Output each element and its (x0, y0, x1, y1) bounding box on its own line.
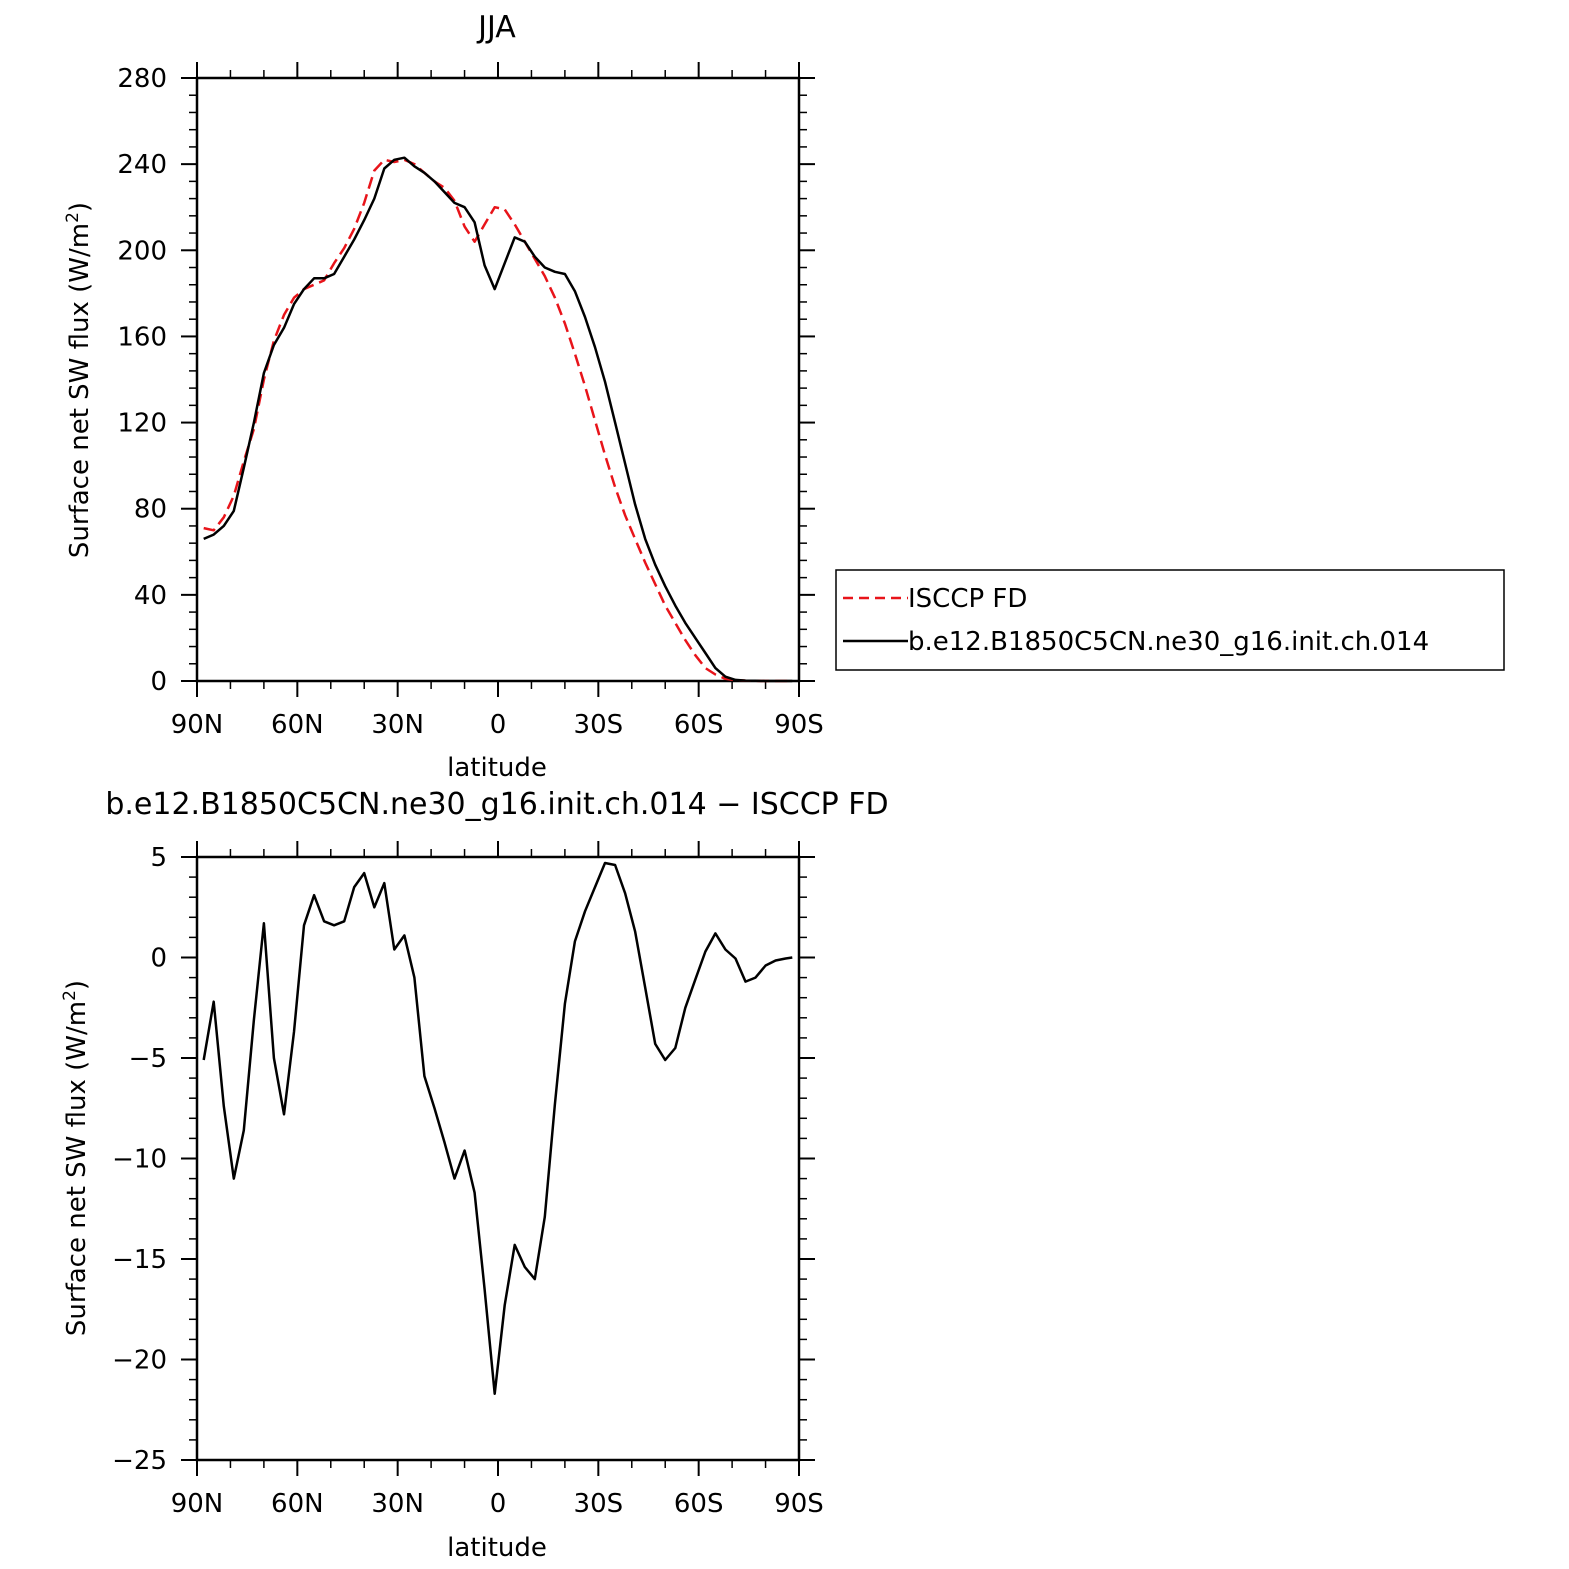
top-x-tick-label: 30S (574, 710, 624, 740)
top-y-axis-title: Surface net SW flux (W/m2) (63, 202, 95, 558)
top-y-axis-title-close: ) (65, 202, 95, 212)
top-y-axis-title-main: Surface net SW flux (W/m (65, 223, 95, 558)
top-y-tick-label: 80 (134, 495, 167, 525)
bottom-panel-title: b.e12.B1850C5CN.ne30_g16.init.ch.014 − I… (105, 787, 888, 822)
bottom-x-axis-title: latitude (447, 1533, 547, 1563)
top-series-group (203, 156, 793, 683)
top-x-tick-label: 30N (371, 710, 424, 740)
bottom-y-tick-label: −25 (112, 1446, 167, 1476)
bottom-y-axis-title: Surface net SW flux (W/m2) (60, 980, 92, 1336)
bottom-y-tick-label: −10 (112, 1145, 167, 1175)
top-y-tick-label: 0 (150, 667, 167, 697)
legend-label-model: b.e12.B1850C5CN.ne30_g16.init.ch.014 (908, 627, 1429, 657)
top-x-tick-label: 60S (674, 710, 724, 740)
top-panel: JJA 90N 60N 30N 0 30S 60S 90S 0 40 80 120 160 200 24… (63, 10, 824, 783)
bottom-y-ticks (181, 856, 815, 1461)
top-panel-title: JJA (476, 10, 516, 45)
bottom-x-tick-label: 0 (490, 1489, 507, 1519)
bottom-x-tick-label: 90N (171, 1489, 224, 1519)
bottom-y-tick-label: 5 (150, 843, 167, 873)
top-y-tick-label: 280 (117, 64, 167, 94)
top-series-line-1 (203, 156, 793, 683)
top-x-ticks (196, 62, 800, 697)
top-plot-frame (195, 76, 801, 683)
top-x-tick-label: 60N (271, 710, 324, 740)
bottom-x-tick-label: 30N (371, 1489, 424, 1519)
top-x-axis-title: latitude (447, 753, 547, 783)
bottom-y-axis-title-close: ) (62, 980, 92, 990)
legend: ISCCP FD b.e12.B1850C5CN.ne30_g16.init.c… (835, 569, 1505, 671)
top-y-tick-label: 120 (117, 409, 167, 439)
top-y-tick-label: 240 (117, 150, 167, 180)
bottom-x-tick-label: 90S (774, 1489, 824, 1519)
bottom-y-tick-label: −20 (112, 1346, 167, 1376)
top-y-tick-label: 200 (117, 236, 167, 266)
top-y-axis-title-sup: 2 (63, 212, 83, 223)
legend-label-isccp: ISCCP FD (908, 584, 1027, 614)
bottom-y-tick-labels: 5 0 −5 −10 −15 −20 −25 (112, 843, 167, 1476)
bottom-series-line-0 (202, 861, 793, 1395)
top-series-line-0 (203, 158, 793, 683)
top-y-tick-label: 160 (117, 322, 167, 352)
top-y-tick-label: 40 (134, 581, 167, 611)
bottom-x-tick-label: 60S (674, 1489, 724, 1519)
bottom-y-tick-label: 0 (150, 944, 167, 974)
top-x-tick-label: 90S (774, 710, 824, 740)
top-x-tick-label: 90N (171, 710, 224, 740)
legend-box (835, 569, 1505, 671)
top-y-tick-labels: 0 40 80 120 160 200 240 280 (117, 64, 167, 697)
top-y-ticks (181, 77, 815, 682)
bottom-x-ticks (196, 841, 800, 1476)
bottom-x-tick-labels: 90N 60N 30N 0 30S 60S 90S (171, 1489, 824, 1519)
bottom-y-axis-title-main: Surface net SW flux (W/m (62, 1001, 92, 1336)
bottom-panel: b.e12.B1850C5CN.ne30_g16.init.ch.014 − I… (60, 787, 889, 1563)
bottom-y-axis-title-sup: 2 (60, 990, 80, 1001)
top-x-tick-label: 0 (490, 710, 507, 740)
bottom-x-tick-label: 60N (271, 1489, 324, 1519)
bottom-series-group (202, 861, 793, 1395)
bottom-y-tick-label: −15 (112, 1245, 167, 1275)
bottom-x-tick-label: 30S (574, 1489, 624, 1519)
bottom-y-tick-label: −5 (129, 1044, 167, 1074)
top-x-tick-labels: 90N 60N 30N 0 30S 60S 90S (171, 710, 824, 740)
